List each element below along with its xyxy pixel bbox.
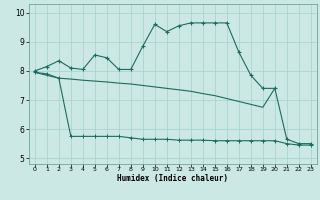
X-axis label: Humidex (Indice chaleur): Humidex (Indice chaleur) bbox=[117, 174, 228, 183]
